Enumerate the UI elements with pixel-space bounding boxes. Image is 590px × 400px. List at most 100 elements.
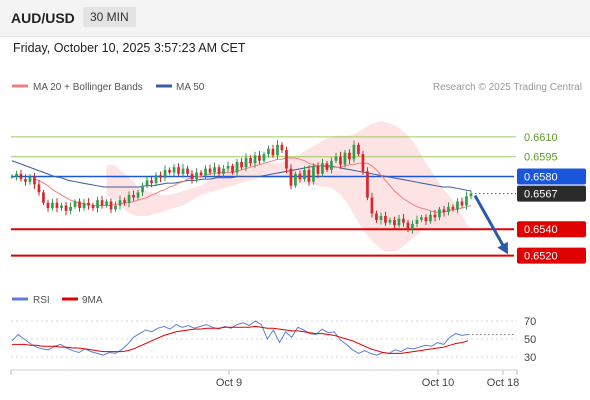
candle: [384, 211, 387, 226]
candle: [73, 199, 77, 209]
candle: [433, 210, 437, 222]
candle: [222, 165, 225, 179]
level-tag-resistance: [517, 128, 586, 145]
candle: [303, 165, 306, 182]
candle: [244, 153, 248, 172]
candle: [379, 212, 383, 225]
candle: [460, 197, 464, 208]
level-label: 0.6610: [524, 132, 558, 144]
candle: [258, 151, 261, 164]
candle: [28, 173, 32, 185]
candle: [163, 165, 167, 182]
candle: [37, 180, 41, 196]
level-tag-pivot: [517, 168, 586, 185]
ma50-legend-label: MA 50: [176, 82, 205, 93]
rsi-ma-legend-label: 9MA: [82, 295, 103, 306]
candle: [240, 158, 243, 170]
candle: [357, 142, 360, 157]
attribution: Research © 2025 Trading Central: [433, 82, 582, 93]
candle: [55, 198, 59, 213]
time-tick-label: Oct 9: [216, 377, 242, 389]
time-tick-label: Oct 10: [422, 377, 454, 389]
candle: [442, 205, 446, 217]
candle: [465, 191, 468, 210]
rsi-tick-label: 70: [524, 316, 536, 328]
candle: [330, 157, 333, 174]
candle: [15, 170, 18, 181]
candle: [33, 172, 36, 189]
candle: [82, 198, 86, 211]
candle: [298, 170, 302, 183]
forecast-arrow-head: [497, 241, 508, 255]
candle: [109, 198, 113, 214]
candle: [24, 174, 27, 186]
candle: [397, 214, 401, 228]
level-label: 0.6520: [524, 251, 558, 263]
candle: [406, 219, 410, 233]
candle: [375, 210, 378, 223]
candle: [339, 151, 342, 169]
candle: [262, 151, 266, 163]
candle: [87, 198, 90, 210]
candle: [123, 197, 126, 206]
candle: [42, 189, 45, 205]
level-label: 0.6567: [524, 189, 558, 201]
candle: [213, 162, 216, 177]
candle: [204, 165, 207, 179]
candle: [361, 150, 365, 175]
candle: [420, 215, 423, 223]
forecast-arrow: [473, 194, 505, 248]
candle: [177, 163, 180, 177]
timestamp: Friday, October 10, 2025 3:57:23 AM CET: [13, 41, 246, 55]
candle: [366, 167, 369, 201]
candle: [208, 164, 212, 175]
rsi-tick-label: 50: [524, 334, 536, 346]
rsi-line: [11, 320, 469, 356]
candle: [393, 216, 396, 229]
candle: [415, 215, 419, 228]
candle: [145, 176, 149, 189]
price-plot: 0.6610 0.6595 0.6580 0.6567 0.6540 0.6520: [10, 121, 586, 264]
candle: [388, 217, 392, 225]
candle: [343, 150, 347, 168]
candle: [276, 140, 279, 160]
time-axis: Oct 9 Oct 10 Oct 18: [10, 370, 519, 389]
level-label: 0.6580: [524, 172, 558, 184]
candle: [141, 182, 144, 196]
candle: [411, 220, 414, 234]
candle: [451, 204, 455, 212]
candle: [429, 210, 432, 224]
candle: [100, 195, 104, 209]
candle: [469, 190, 473, 200]
candle: [271, 144, 275, 158]
candle: [51, 198, 54, 211]
candle: [78, 198, 81, 212]
candle: [60, 202, 63, 211]
candle: [249, 155, 252, 167]
candle: [19, 169, 23, 182]
candle: [168, 167, 171, 175]
candle: [447, 202, 450, 216]
rsi-ma-line: [12, 325, 469, 354]
ma50-line: [11, 160, 472, 192]
rsi-tick-label: 30: [524, 352, 536, 364]
timeframe-button[interactable]: 30 MIN: [83, 7, 136, 27]
candle: [114, 201, 117, 212]
rsi-plot: 70 50 30: [11, 316, 536, 364]
candle: [280, 142, 284, 153]
candle: [172, 164, 176, 177]
candle: [46, 199, 50, 212]
candle: [456, 198, 459, 214]
level-tag-support: [517, 221, 586, 238]
candle: [285, 146, 288, 173]
level-tag-last: [517, 185, 586, 202]
level-label: 0.6540: [524, 224, 558, 236]
candle: [127, 191, 131, 208]
candle: [438, 206, 441, 221]
candle: [64, 201, 68, 216]
candle: [69, 202, 72, 215]
level-tag-resistance: [517, 148, 586, 165]
candle: [181, 163, 185, 178]
candle: [348, 149, 351, 164]
